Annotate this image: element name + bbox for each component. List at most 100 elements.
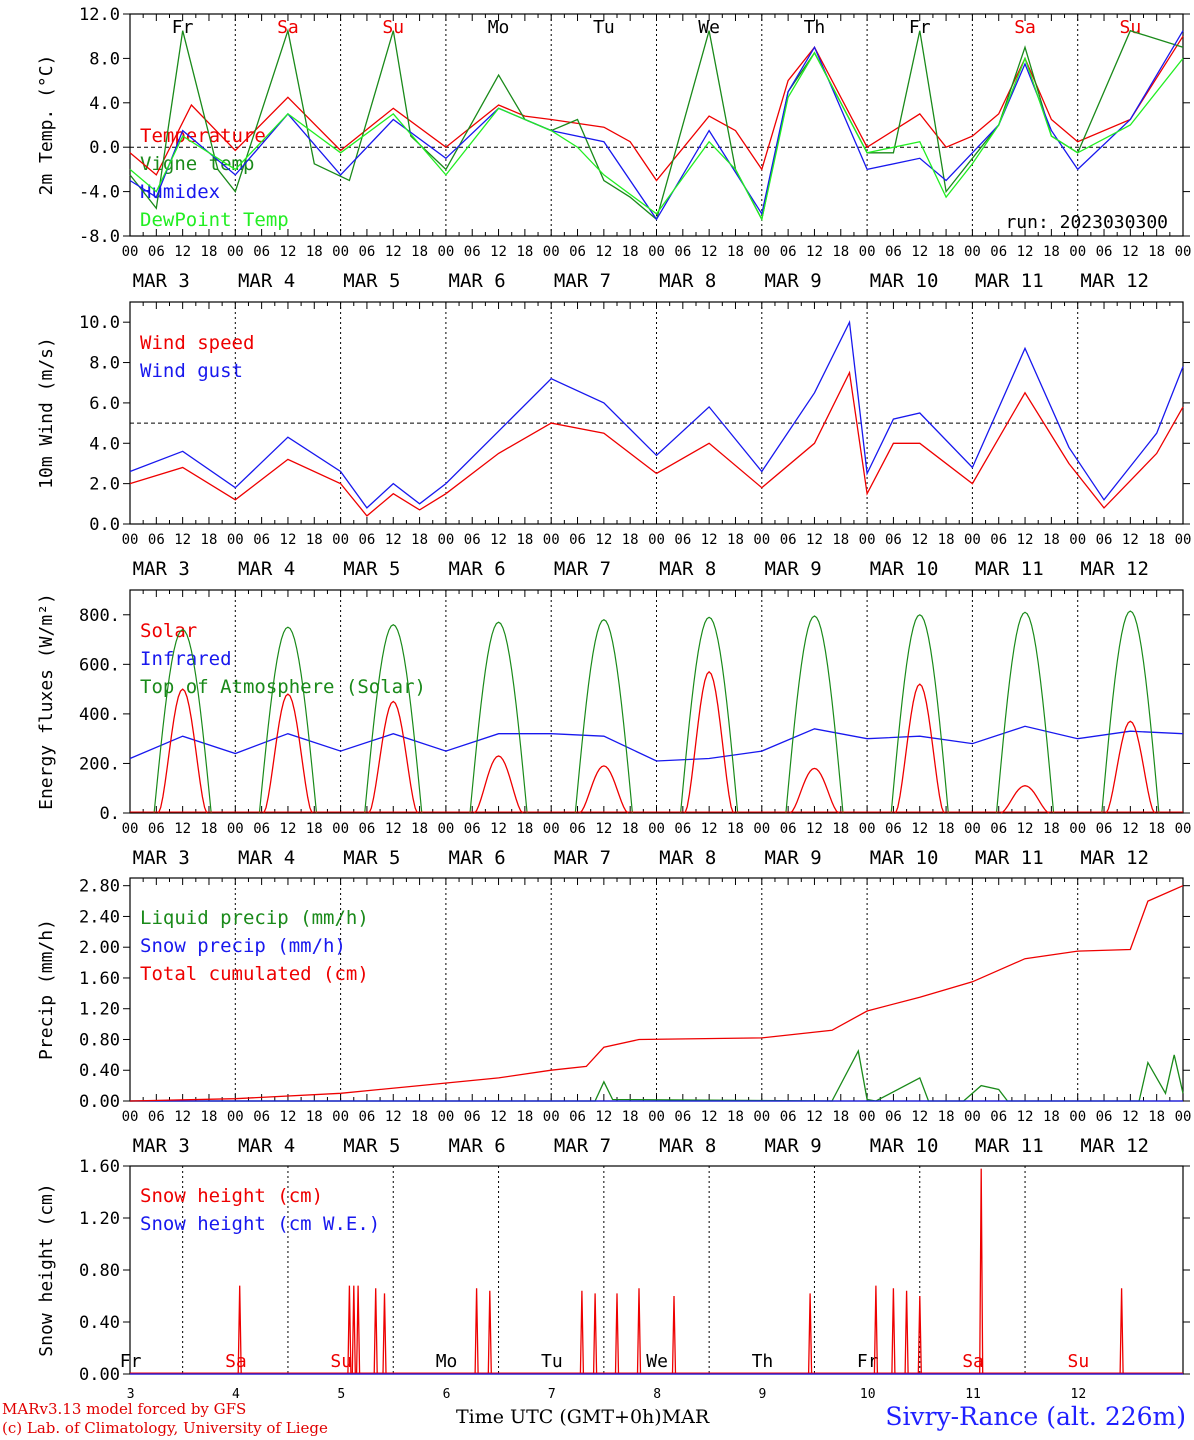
- date-label: MAR 9: [764, 847, 821, 869]
- hour-tick-label: 00: [859, 821, 876, 837]
- hour-tick-label: 12: [595, 821, 612, 837]
- hour-tick-label: 18: [516, 532, 533, 548]
- hour-tick-label: 00: [964, 532, 981, 548]
- y-tick-label: 2.0: [89, 475, 120, 495]
- date-label: MAR 8: [659, 847, 716, 869]
- hour-tick-label: 00: [1069, 1109, 1086, 1125]
- toa-solar-curve: [469, 621, 528, 814]
- y-tick-label: 10.0: [79, 313, 120, 333]
- weekday-label: Th: [804, 17, 826, 38]
- date-number: 4: [232, 1387, 240, 1402]
- y-tick-label: 0.: [100, 804, 120, 824]
- hour-tick-label: 06: [780, 1109, 797, 1125]
- hour-tick-label: 18: [622, 244, 639, 260]
- hour-tick-label: 18: [938, 532, 955, 548]
- hour-tick-label: 06: [990, 821, 1007, 837]
- weekday-label: Su: [382, 17, 404, 38]
- snow-spike: [592, 1293, 598, 1375]
- y-tick-label: -8.0: [79, 227, 120, 247]
- hour-tick-label: 06: [569, 532, 586, 548]
- date-label: MAR 11: [975, 1135, 1044, 1157]
- date-label: MAR 8: [659, 558, 716, 580]
- solar-curve: [1105, 720, 1156, 814]
- hour-tick-label: 06: [253, 532, 270, 548]
- hour-tick-label: 00: [859, 244, 876, 260]
- weekday-label: Fr: [909, 17, 931, 38]
- hour-tick-label: 00: [122, 532, 139, 548]
- hour-tick-label: 12: [1122, 821, 1139, 837]
- hour-tick-label: 00: [122, 821, 139, 837]
- legend-entry: Infrared: [140, 648, 232, 670]
- hour-tick-label: 00: [332, 244, 349, 260]
- x-axis-month: MAR: [661, 1406, 710, 1428]
- solar-curve: [684, 670, 734, 814]
- legend-entry: Total cumulated (cm): [140, 963, 369, 985]
- snow-spike: [474, 1288, 479, 1375]
- hour-tick-label: 06: [358, 821, 375, 837]
- hour-tick-label: 12: [174, 1109, 191, 1125]
- hour-tick-label: 00: [227, 821, 244, 837]
- date-label: MAR 7: [554, 847, 611, 869]
- y-tick-label: 0.40: [79, 1313, 120, 1333]
- solar-curve: [579, 765, 629, 814]
- weekday-label: We: [698, 17, 720, 38]
- hour-tick-label: 12: [701, 532, 718, 548]
- hour-tick-label: 06: [253, 1109, 270, 1125]
- date-label: MAR 5: [343, 270, 400, 292]
- hour-tick-label: 00: [227, 1109, 244, 1125]
- hour-tick-label: 00: [437, 532, 454, 548]
- legend-entry: Solar: [140, 620, 197, 642]
- hour-tick-label: 00: [1175, 532, 1192, 548]
- hour-tick-label: 06: [885, 244, 902, 260]
- y-tick-label: 0.0: [89, 515, 120, 535]
- hour-tick-label: 06: [780, 532, 797, 548]
- toa-solar-curve: [1101, 610, 1160, 814]
- hour-tick-label: 12: [701, 1109, 718, 1125]
- hour-tick-label: 00: [227, 532, 244, 548]
- hour-tick-label: 06: [674, 1109, 691, 1125]
- hour-tick-label: 12: [701, 244, 718, 260]
- y-tick-label: 1.20: [79, 1000, 120, 1020]
- hour-tick-label: 12: [1017, 532, 1034, 548]
- snow-spike: [807, 1293, 813, 1375]
- hour-tick-label: 06: [148, 244, 165, 260]
- hour-tick-label: 00: [543, 244, 560, 260]
- hour-tick-label: 18: [411, 1109, 428, 1125]
- date-label: MAR 12: [1080, 270, 1149, 292]
- toa-solar-curve: [258, 626, 318, 814]
- hour-tick-label: 06: [674, 821, 691, 837]
- snow-spike: [904, 1290, 909, 1375]
- date-label: MAR 10: [870, 270, 939, 292]
- solar-curve: [263, 693, 313, 814]
- date-label: MAR 4: [238, 270, 295, 292]
- lab-credit: (c) Lab. of Climatology, University of L…: [2, 1419, 328, 1437]
- hour-tick-label: 12: [701, 821, 718, 837]
- hour-tick-label: 06: [780, 244, 797, 260]
- hour-tick-label: 18: [516, 244, 533, 260]
- hour-tick-label: 06: [885, 532, 902, 548]
- hour-tick-label: 12: [595, 1109, 612, 1125]
- toa-solar-curve: [995, 611, 1055, 814]
- hour-tick-label: 06: [885, 821, 902, 837]
- legend-entry: Temperature: [140, 125, 266, 147]
- hour-tick-label: 00: [1069, 244, 1086, 260]
- hour-tick-label: 12: [174, 532, 191, 548]
- hour-tick-label: 18: [201, 244, 218, 260]
- y-axis-title: 10m Wind (m/s): [36, 337, 57, 489]
- snow-spike: [979, 1168, 984, 1375]
- hour-tick-label: 18: [306, 532, 323, 548]
- x-axis-title: Time UTC (GMT+0h)MAR: [456, 1406, 709, 1428]
- date-label: MAR 8: [659, 270, 716, 292]
- series-line: [129, 28, 1184, 222]
- hour-tick-label: 12: [1017, 821, 1034, 837]
- hour-tick-label: 12: [280, 244, 297, 260]
- series-line: [129, 35, 1184, 182]
- snow-spike: [636, 1288, 642, 1375]
- hour-tick-label: 00: [543, 821, 560, 837]
- hour-tick-label: 06: [253, 244, 270, 260]
- series-line: [129, 885, 1184, 1102]
- hour-tick-label: 00: [122, 1109, 139, 1125]
- date-label: MAR 6: [449, 1135, 506, 1157]
- hour-tick-label: 00: [437, 821, 454, 837]
- date-label: MAR 5: [343, 847, 400, 869]
